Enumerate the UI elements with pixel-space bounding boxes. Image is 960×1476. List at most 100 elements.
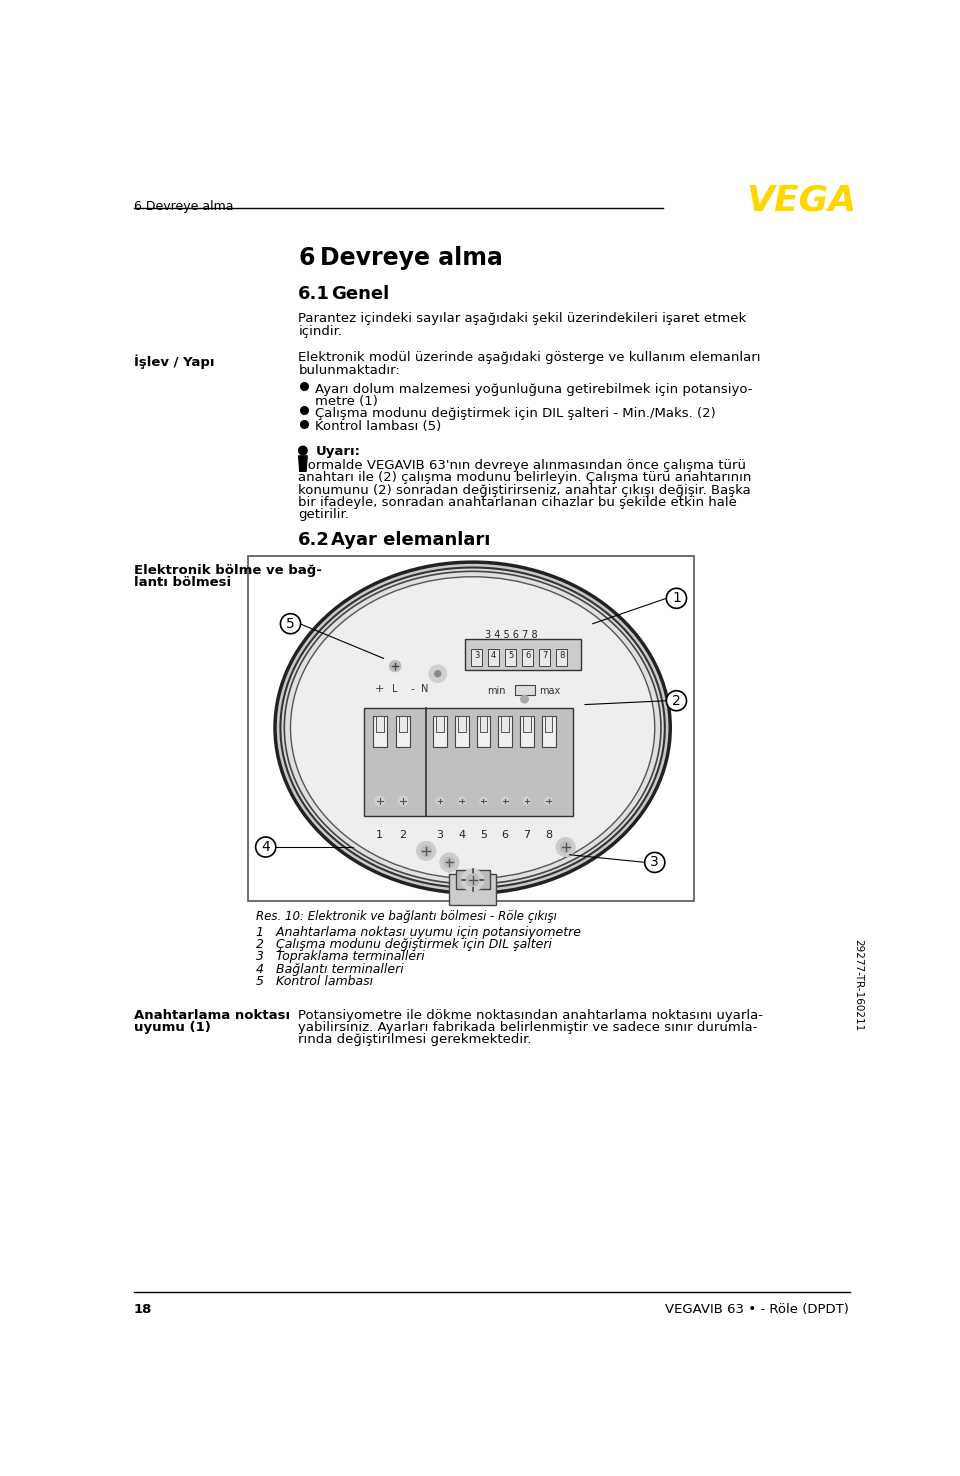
Text: Elektronik modül üzerinde aşağıdaki gösterge ve kullanım elemanları: Elektronik modül üzerinde aşağıdaki göst… xyxy=(299,351,760,365)
FancyBboxPatch shape xyxy=(433,716,447,747)
Ellipse shape xyxy=(284,571,660,884)
Circle shape xyxy=(467,874,479,886)
Circle shape xyxy=(645,853,665,872)
FancyBboxPatch shape xyxy=(375,716,383,732)
Circle shape xyxy=(374,796,385,806)
Text: 5: 5 xyxy=(480,830,487,840)
Circle shape xyxy=(440,853,459,872)
Text: Genel: Genel xyxy=(331,285,389,303)
FancyBboxPatch shape xyxy=(364,708,573,816)
FancyBboxPatch shape xyxy=(544,716,552,732)
FancyBboxPatch shape xyxy=(557,649,567,666)
Circle shape xyxy=(523,797,531,804)
Text: 1: 1 xyxy=(376,830,383,840)
Circle shape xyxy=(280,614,300,633)
Text: 7: 7 xyxy=(523,830,531,840)
Text: 4: 4 xyxy=(458,830,466,840)
Text: 8: 8 xyxy=(545,830,552,840)
Ellipse shape xyxy=(275,562,670,893)
Text: içindir.: içindir. xyxy=(299,325,343,338)
Text: 1   Anahtarlama noktası uyumu için potansiyometre: 1 Anahtarlama noktası uyumu için potansi… xyxy=(255,925,581,939)
Text: 18: 18 xyxy=(134,1303,153,1317)
FancyBboxPatch shape xyxy=(516,685,535,695)
Circle shape xyxy=(520,695,528,703)
Text: Res. 10: Elektronik ve bağlantı bölmesi - Röle çıkışı: Res. 10: Elektronik ve bağlantı bölmesi … xyxy=(255,911,557,922)
Text: Normalde VEGAVIB 63'nın devreye alınmasından önce çalışma türü: Normalde VEGAVIB 63'nın devreye alınması… xyxy=(299,459,746,472)
Text: 3: 3 xyxy=(650,856,660,869)
Text: Anahtarlama noktası: Anahtarlama noktası xyxy=(134,1008,290,1021)
Text: 4: 4 xyxy=(261,840,270,855)
Text: 6: 6 xyxy=(299,246,315,270)
Text: 5: 5 xyxy=(508,651,514,660)
Ellipse shape xyxy=(291,577,655,878)
Text: bulunmaktadır:: bulunmaktadır: xyxy=(299,365,400,378)
FancyBboxPatch shape xyxy=(449,874,496,905)
Text: rında değiştirilmesi gerekmektedir.: rında değiştirilmesi gerekmektedir. xyxy=(299,1033,532,1046)
Circle shape xyxy=(417,841,436,861)
Circle shape xyxy=(557,838,575,856)
FancyBboxPatch shape xyxy=(522,649,533,666)
Circle shape xyxy=(462,869,484,892)
Text: Potansiyometre ile dökme noktasından anahtarlama noktasını uyarla-: Potansiyometre ile dökme noktasından ana… xyxy=(299,1008,763,1021)
FancyBboxPatch shape xyxy=(501,716,509,732)
FancyBboxPatch shape xyxy=(480,716,488,732)
Text: 4: 4 xyxy=(491,651,496,660)
Text: VEGAVIB 63 • - Röle (DPDT): VEGAVIB 63 • - Röle (DPDT) xyxy=(664,1303,849,1317)
FancyBboxPatch shape xyxy=(399,716,407,732)
Text: max: max xyxy=(540,686,561,695)
Text: konumunu (2) sonradan değiştirirseniz, anahtar çıkışı değişir. Başka: konumunu (2) sonradan değiştirirseniz, a… xyxy=(299,484,751,496)
Text: 4   Bağlantı terminalleri: 4 Bağlantı terminalleri xyxy=(255,962,403,976)
Text: 3: 3 xyxy=(474,651,479,660)
Text: Elektronik bölme ve bağ-: Elektronik bölme ve bağ- xyxy=(134,564,322,577)
Text: getirilir.: getirilir. xyxy=(299,508,349,521)
Text: N: N xyxy=(420,685,428,694)
Text: Ayar elemanları: Ayar elemanları xyxy=(331,531,491,549)
Text: Uyarı:: Uyarı: xyxy=(315,446,360,458)
Text: min: min xyxy=(487,686,505,695)
Text: Devreye alma: Devreye alma xyxy=(320,246,503,270)
Text: 3 4 5 6 7 8: 3 4 5 6 7 8 xyxy=(485,630,538,641)
Text: 6 Devreye alma: 6 Devreye alma xyxy=(134,201,233,213)
Text: Kontrol lambası (5): Kontrol lambası (5) xyxy=(315,421,442,434)
Polygon shape xyxy=(299,456,307,471)
FancyBboxPatch shape xyxy=(540,649,550,666)
Text: 29277-TR-160211: 29277-TR-160211 xyxy=(853,940,864,1032)
FancyBboxPatch shape xyxy=(476,716,491,747)
Circle shape xyxy=(501,797,509,804)
Circle shape xyxy=(444,858,455,868)
FancyBboxPatch shape xyxy=(248,556,693,900)
Circle shape xyxy=(480,797,488,804)
Circle shape xyxy=(561,841,571,853)
Text: 6.2: 6.2 xyxy=(299,531,330,549)
Circle shape xyxy=(436,797,444,804)
Circle shape xyxy=(299,446,307,455)
Text: anahtarı ile (2) çalışma modunu belirleyin. Çalışma türü anahtarının: anahtarı ile (2) çalışma modunu belirley… xyxy=(299,471,752,484)
FancyBboxPatch shape xyxy=(396,716,410,747)
Circle shape xyxy=(429,666,446,682)
Text: 3: 3 xyxy=(437,830,444,840)
FancyBboxPatch shape xyxy=(523,716,531,732)
Circle shape xyxy=(666,691,686,711)
FancyBboxPatch shape xyxy=(372,716,387,747)
Circle shape xyxy=(458,797,466,804)
Text: 6.1: 6.1 xyxy=(299,285,330,303)
Text: 6: 6 xyxy=(502,830,509,840)
FancyBboxPatch shape xyxy=(498,716,512,747)
Circle shape xyxy=(420,846,432,856)
FancyBboxPatch shape xyxy=(541,716,556,747)
Text: metre (1): metre (1) xyxy=(315,396,378,407)
Text: Ayarı dolum malzemesi yoğunluğuna getirebilmek için potansiyo-: Ayarı dolum malzemesi yoğunluğuna getire… xyxy=(315,382,753,396)
Circle shape xyxy=(666,589,686,608)
FancyBboxPatch shape xyxy=(505,649,516,666)
FancyBboxPatch shape xyxy=(436,716,444,732)
FancyBboxPatch shape xyxy=(456,871,490,890)
FancyBboxPatch shape xyxy=(520,716,534,747)
Text: L: L xyxy=(393,685,397,694)
FancyBboxPatch shape xyxy=(458,716,466,732)
Text: Çalışma modunu değiştirmek için DIL şalteri - Min./Maks. (2): Çalışma modunu değiştirmek için DIL şalt… xyxy=(315,406,716,419)
FancyBboxPatch shape xyxy=(471,649,482,666)
FancyBboxPatch shape xyxy=(488,649,499,666)
Text: Parantez içindeki sayılar aşağıdaki şekil üzerindekileri işaret etmek: Parantez içindeki sayılar aşağıdaki şeki… xyxy=(299,311,747,325)
Text: İşlev / Yapı: İşlev / Yapı xyxy=(134,354,214,369)
Circle shape xyxy=(255,837,276,858)
